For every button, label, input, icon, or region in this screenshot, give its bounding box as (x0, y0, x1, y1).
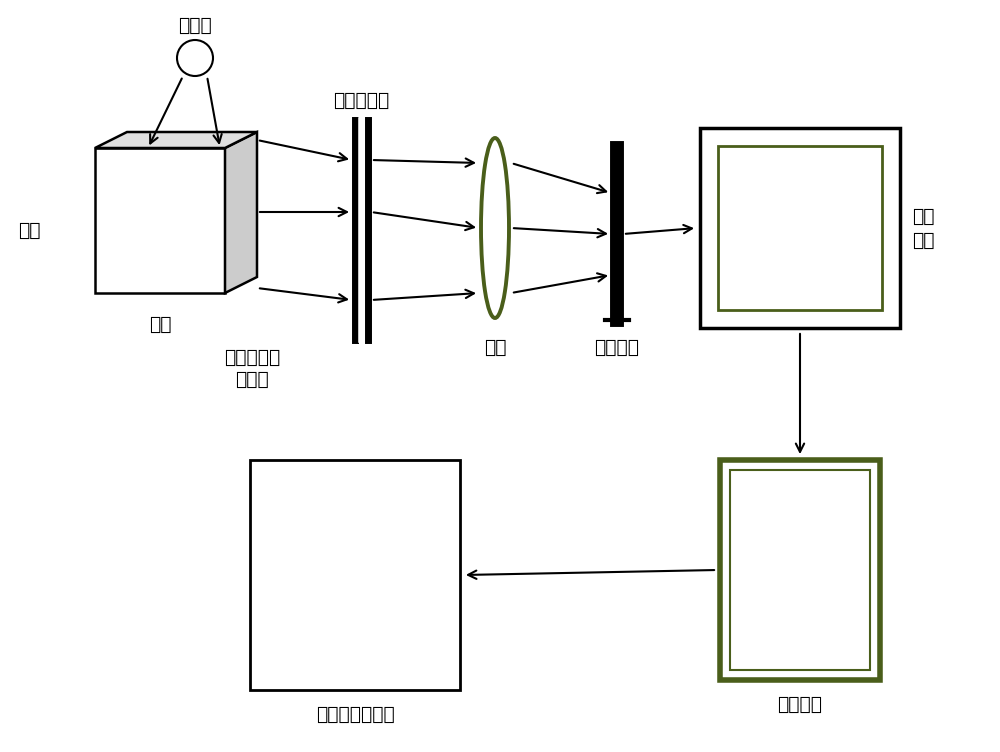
Bar (95, 148, 225, 293)
Bar (730, 470, 870, 670)
Text: 红外源: 红外源 (178, 16, 212, 35)
Text: 组件: 组件 (912, 231, 934, 250)
Text: 显示组件: 显示组件 (778, 695, 822, 714)
Bar (720, 460, 880, 680)
Polygon shape (95, 132, 257, 148)
Polygon shape (225, 132, 257, 293)
Text: 红外线: 红外线 (235, 370, 269, 389)
Text: 红外: 红外 (18, 220, 40, 239)
Text: 电子: 电子 (912, 207, 934, 226)
Bar (718, 146, 882, 310)
Text: 近红外黑白图像: 近红外黑白图像 (316, 705, 394, 724)
Text: 红外滤波片: 红外滤波片 (333, 91, 389, 110)
Bar (250, 460, 460, 690)
Bar (700, 128, 900, 328)
Text: 感光芯片: 感光芯片 (594, 338, 640, 357)
Text: 镖头: 镖头 (484, 338, 506, 357)
Text: 物体: 物体 (149, 315, 171, 334)
Text: 物体反射的: 物体反射的 (224, 348, 280, 367)
